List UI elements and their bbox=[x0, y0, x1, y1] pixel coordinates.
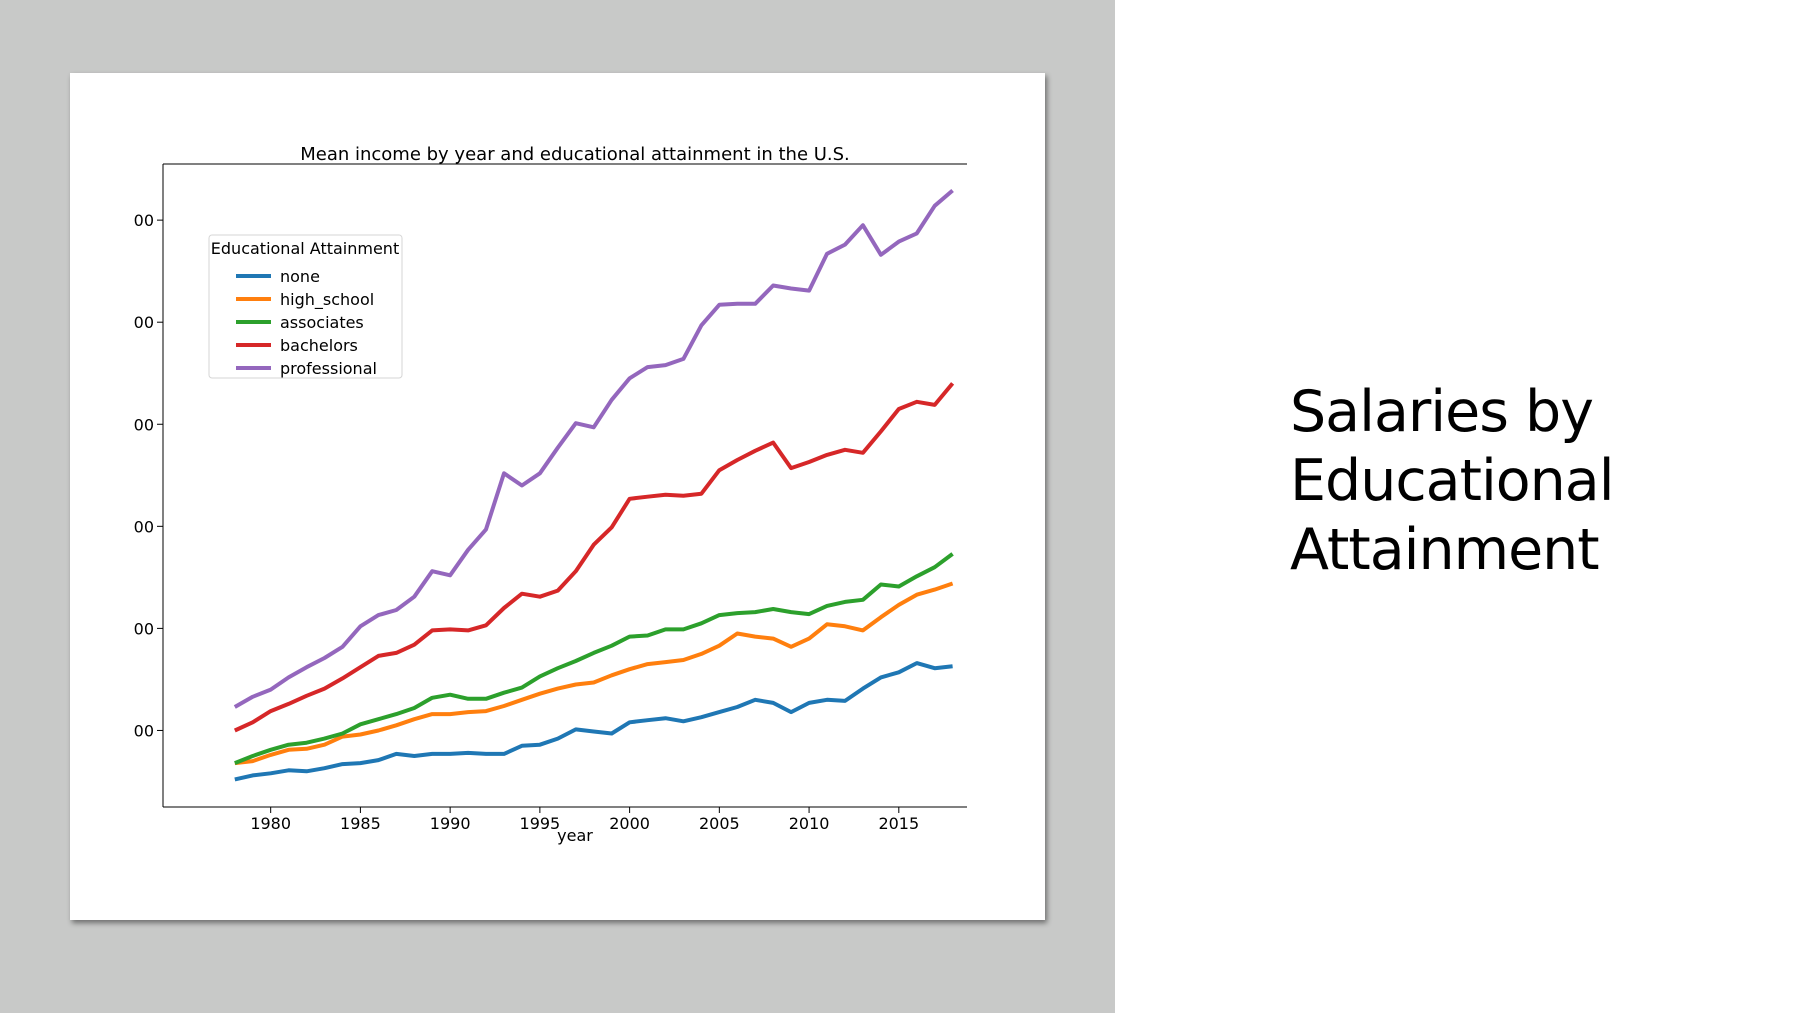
series-line-bachelors bbox=[233, 382, 955, 733]
legend-label-professional: professional bbox=[280, 359, 377, 378]
slide-title-line-2: Educational bbox=[1290, 448, 1615, 514]
series-lines bbox=[233, 188, 955, 782]
x-tick-label: 1985 bbox=[340, 814, 381, 833]
legend-items: none high_school associates bachelors profes… bbox=[236, 267, 377, 378]
legend-box bbox=[208, 234, 403, 379]
x-tick-label: 2005 bbox=[699, 814, 740, 833]
slide-title-line-3: Attainment bbox=[1290, 517, 1600, 583]
series-line-none bbox=[234, 661, 953, 782]
y-tick-label: 00 bbox=[134, 415, 154, 434]
slide-title: Salaries by Educational Attainment bbox=[1290, 378, 1750, 585]
x-tick-label: 2010 bbox=[789, 814, 830, 833]
slide-title-line-1: Salaries by bbox=[1290, 379, 1594, 445]
legend-label-high-school: high_school bbox=[280, 290, 374, 310]
chart-figure: Mean income by year and educational atta… bbox=[70, 73, 1045, 920]
legend-title: Educational Attainment bbox=[211, 239, 399, 258]
legend-label-associates: associates bbox=[280, 313, 364, 332]
series-line-high-school bbox=[234, 581, 954, 766]
slide-left-pane: Mean income by year and educational atta… bbox=[0, 0, 1115, 1013]
x-tick-label: 1990 bbox=[430, 814, 471, 833]
plot-axes bbox=[162, 163, 967, 808]
series-line-associates bbox=[234, 552, 954, 765]
y-tick-label: 00 bbox=[134, 721, 154, 740]
x-tick-label: 2000 bbox=[609, 814, 650, 833]
x-axis-label: year bbox=[557, 826, 593, 845]
y-tick-label: 00 bbox=[134, 619, 154, 638]
x-axis-ticks: 1980 1985 1990 1995 2000 2005 2010 2015 bbox=[250, 807, 919, 833]
y-tick-label: 00 bbox=[134, 517, 154, 536]
x-tick-label: 2015 bbox=[878, 814, 919, 833]
y-axis-ticks: 00 00 00 00 00 00 bbox=[134, 211, 163, 740]
x-tick-label: 1980 bbox=[250, 814, 291, 833]
legend-label-bachelors: bachelors bbox=[280, 336, 358, 355]
line-chart: Mean income by year and educational atta… bbox=[134, 144, 967, 845]
series-line-professional bbox=[233, 188, 954, 709]
chart-title: Mean income by year and educational atta… bbox=[300, 144, 850, 165]
y-tick-label: 00 bbox=[134, 211, 154, 230]
x-tick-label: 1995 bbox=[520, 814, 561, 833]
legend: Educational Attainment none high_schoolas… bbox=[208, 234, 403, 379]
y-tick-label: 00 bbox=[134, 313, 154, 332]
legend-label-none: none bbox=[280, 267, 320, 286]
